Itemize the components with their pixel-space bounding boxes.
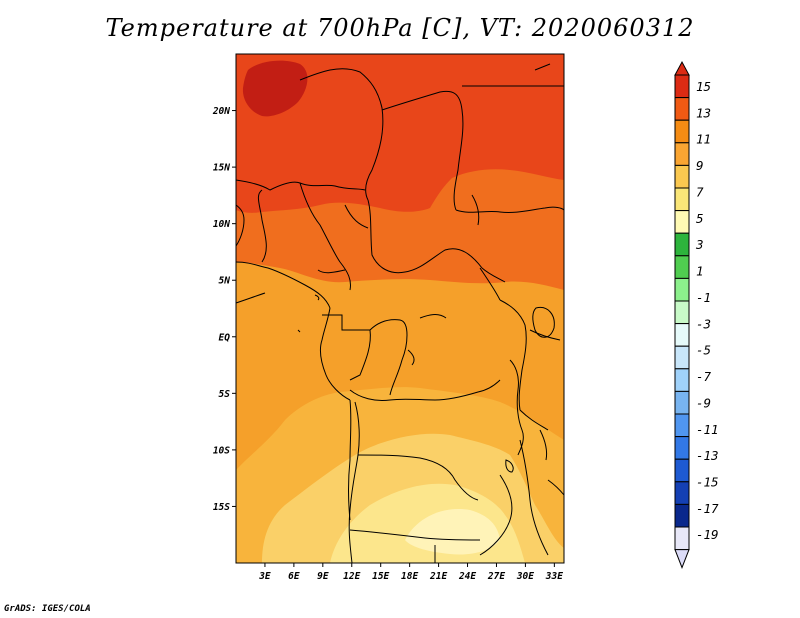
colorbar-label: -5: [696, 343, 711, 358]
colorbar-top-arrow: [674, 60, 690, 76]
colorbar-segment: [674, 481, 690, 505]
colorbar-segment: [674, 413, 690, 438]
colorbar-label: 1: [696, 264, 704, 279]
temperature-field: [236, 54, 564, 563]
lat-tick-label: 15N: [213, 163, 230, 174]
lon-tick-label: 6E: [288, 571, 300, 582]
lat-tick-label: 20N: [212, 106, 230, 117]
colorbar-label: 15: [696, 79, 711, 94]
colorbar-segment: [674, 255, 690, 279]
colorbar-segment: [674, 368, 690, 392]
colorbar: 15 13 11 9 7 5 3 1 -1 -3 -5 -7 -9 -11 -13 -15 -17 -19: [674, 60, 719, 569]
longitude-axis: 3E 6E 9E 12E 15E 18E 21E 24E 27E 30E 33E: [258, 563, 563, 582]
temp-band-1-3: [405, 509, 500, 555]
colorbar-label: 7: [696, 184, 704, 199]
lon-tick-label: 21E: [429, 571, 447, 582]
colorbar-label: -19: [696, 527, 719, 542]
chart-title: Temperature at 700hPa [C], VT: 202006031…: [105, 14, 695, 42]
grads-credit: GrADS: IGES/COLA: [4, 604, 91, 614]
lon-tick-label: 30E: [516, 571, 534, 582]
colorbar-segment: [674, 97, 690, 121]
lat-tick-label: 5N: [219, 276, 231, 287]
colorbar-label: -9: [696, 395, 711, 410]
colorbar-segment: [674, 436, 690, 460]
colorbar-bottom-arrow: [674, 549, 690, 569]
colorbar-segment: [674, 503, 690, 528]
lon-tick-label: 9E: [317, 571, 329, 582]
colorbar-label: 11: [696, 132, 711, 147]
colorbar-label: -1: [696, 290, 711, 305]
colorbar-segment: [674, 232, 690, 257]
map-frame: [235, 53, 565, 564]
colorbar-label: -15: [696, 475, 719, 490]
lat-tick-label: EQ: [219, 332, 231, 343]
colorbar-segment: [674, 323, 690, 347]
lon-tick-label: 3E: [258, 571, 271, 582]
colorbar-segment: [674, 164, 690, 189]
colorbar-label: -3: [696, 316, 711, 331]
temp-band-13-15: [236, 54, 564, 213]
colorbar-label: -17: [696, 501, 719, 516]
temp-band-15-plus: [242, 60, 308, 117]
lon-tick-label: 27E: [487, 571, 505, 582]
colorbar-label: -11: [696, 422, 719, 437]
lat-tick-label: 5S: [219, 389, 231, 400]
lon-tick-label: 33E: [545, 571, 563, 582]
lon-tick-label: 24E: [458, 571, 476, 582]
lat-tick-label: 10S: [213, 445, 230, 456]
country-borders: [235, 68, 565, 564]
colorbar-segment: [674, 210, 690, 234]
colorbar-segment: [674, 526, 690, 551]
colorbar-segment: [674, 142, 690, 166]
colorbar-segment: [674, 458, 690, 483]
colorbar-label: -7: [696, 369, 712, 384]
colorbar-label: 3: [695, 237, 704, 252]
lon-tick-label: 18E: [401, 571, 418, 582]
colorbar-label: 9: [696, 158, 704, 173]
colorbar-segment: [674, 187, 690, 212]
lon-tick-label: 15E: [372, 571, 389, 582]
colorbar-segment: [674, 277, 690, 302]
colorbar-segment: [674, 390, 690, 415]
colorbar-label: -13: [696, 448, 719, 463]
lon-tick-label: 12E: [343, 571, 360, 582]
colorbar-segment: [674, 300, 690, 325]
colorbar-label: 5: [696, 211, 704, 226]
colorbar-segment: [674, 74, 690, 99]
colorbar-segment: [674, 119, 690, 144]
lat-tick-label: 15S: [213, 502, 230, 513]
colorbar-label: 13: [696, 105, 711, 120]
latitude-axis: 20N 15N 10N 5N EQ 5S 10S 15S: [212, 106, 236, 513]
colorbar-segment: [674, 345, 690, 370]
coastlines: [235, 63, 555, 521]
lat-tick-label: 10N: [213, 219, 230, 230]
